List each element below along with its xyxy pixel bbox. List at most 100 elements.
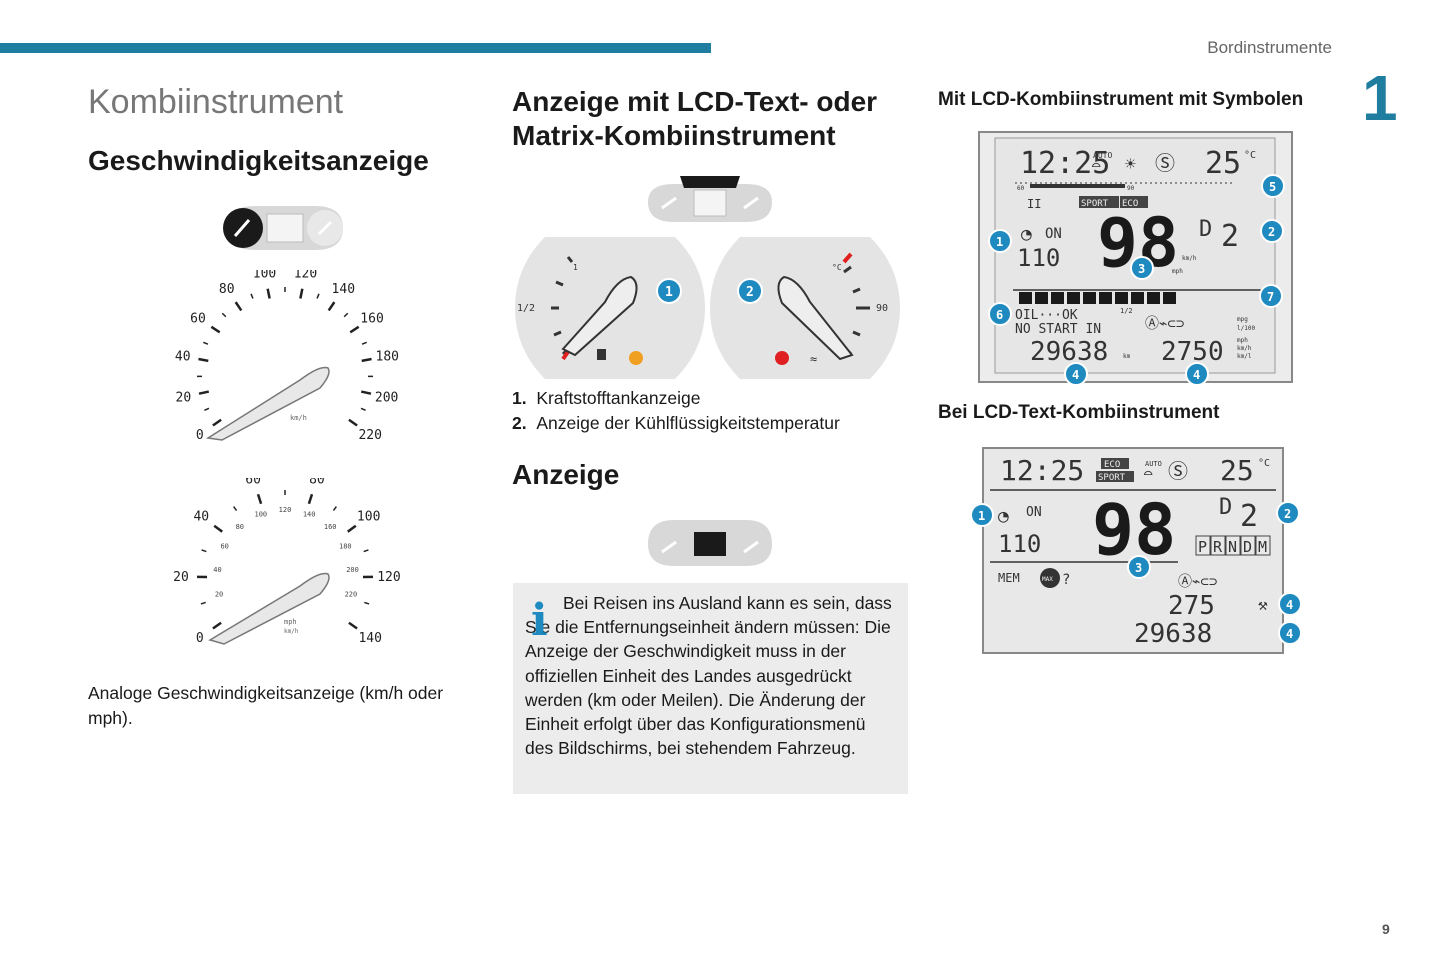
- svg-text:4: 4: [1286, 598, 1293, 612]
- lcd2-prnd-letter: D: [1243, 538, 1252, 556]
- info-box: Bei Reisen ins Ausland kann es sein, das…: [513, 583, 908, 794]
- lcd2-prnd-letter: N: [1228, 538, 1237, 556]
- lcd2-cruise-icon: ◔: [998, 506, 1009, 527]
- svg-text:3: 3: [1138, 262, 1145, 276]
- kmh-dial-tick: [210, 325, 221, 334]
- lcd1-trip: 2750: [1161, 337, 1224, 367]
- lcd2-max: MAX: [1042, 576, 1053, 583]
- lcd1-scale-left: 60: [1017, 185, 1025, 192]
- kmh-dial-minor-tick: [361, 341, 367, 345]
- svg-text:2: 2: [1268, 225, 1275, 239]
- mph-dial-minor-tick: [233, 506, 238, 512]
- lcd1-cruise-icon: ◔: [1021, 224, 1032, 245]
- mph-dial-minor-tick: [332, 506, 337, 512]
- gauge-legend: 1. Kraftstofftankanzeige 2. Anzeige der …: [512, 386, 840, 435]
- lcd2-clock: 12:25: [1000, 454, 1084, 487]
- lcd2-prnd-letter: R: [1213, 538, 1223, 556]
- kmh-dial-tick: [212, 418, 222, 427]
- lcd1-nostart: NO START IN: [1015, 322, 1101, 337]
- lcd1-fuel-bar-segment: [1019, 292, 1032, 304]
- lcd1-limit: 110: [1017, 244, 1060, 272]
- lcd2-auto: AUTO: [1145, 460, 1162, 468]
- mph-dial-inner-label: 200: [346, 566, 359, 574]
- mph-dial-minor-tick: [200, 601, 206, 605]
- fuel-mark-full: 1: [573, 263, 578, 272]
- fuel-needle: [561, 275, 638, 357]
- kmh-dial-tick: [198, 390, 210, 395]
- mph-dial-label: 120: [377, 570, 400, 585]
- svg-text:3: 3: [1135, 561, 1142, 575]
- mph-dial-tick: [347, 524, 357, 533]
- mph-dial-inner-label: 120: [279, 506, 292, 514]
- lcd1-auto: AUTO: [1093, 151, 1112, 160]
- kmh-dial-tick: [299, 288, 304, 299]
- mph-dial-tick: [307, 493, 314, 505]
- header-accent-bar: [0, 43, 711, 53]
- callout-2-label: 2: [746, 285, 754, 300]
- callout-2: [737, 278, 763, 304]
- svg-text:7: 7: [1267, 290, 1274, 304]
- lcd1-unit-kmh: km/h: [1237, 345, 1252, 352]
- lcd1-outside-temp: 25: [1205, 146, 1241, 181]
- lcd1-odometer: 29638: [1030, 337, 1108, 367]
- cluster-icon-top-display: [648, 176, 772, 222]
- lcd1-unit-l100: l/100: [1237, 325, 1255, 332]
- lcd2-prnd-box: [1225, 535, 1241, 556]
- lcd1-fuel-bar-segment: [1067, 292, 1080, 304]
- mph-dial-minor-tick: [201, 549, 207, 553]
- lcd1-fuel-bar-segment: [1163, 292, 1176, 304]
- lcd2-gear-num: 2: [1240, 499, 1258, 534]
- kmh-dial-minor-tick: [343, 312, 349, 318]
- svg-text:4: 4: [1193, 368, 1200, 382]
- svg-text:II: II: [1027, 197, 1041, 211]
- mph-dial-inner-label: 60: [220, 543, 228, 551]
- lcd2-limit: 110: [998, 530, 1041, 558]
- kmh-dial-label: 40: [175, 349, 191, 364]
- lcd1-unit-mpg: mpg: [1237, 316, 1248, 323]
- speedometer-kmh-dial: 0 20 40 60 80 100 120 140 160 180 200 220 km/h: [175, 270, 399, 443]
- mph-dial-label: 0: [196, 631, 204, 646]
- fuel-warning-light: [629, 351, 643, 365]
- lcd2-eco: ECO: [1104, 460, 1120, 470]
- coolant-icon: ≈: [810, 352, 817, 366]
- lcd1-fuel-bar-segment: [1147, 292, 1160, 304]
- heading-lcd-symbols: Mit LCD-Kombiinstrument mit Symbolen: [938, 89, 1304, 110]
- temp-mark-90: 90: [876, 303, 888, 314]
- temp-warning-light: [775, 351, 789, 365]
- kmh-dial-label: 140: [332, 282, 355, 297]
- speedometer-mph-dial: 0 20 40 60 80 100 120 140 20 40 60 80 100 120 140 160 1…: [173, 478, 401, 646]
- svg-text:1: 1: [978, 509, 985, 523]
- kmh-unit-label: km/h: [290, 414, 307, 422]
- lcd-cluster-symbols: 12:25 AUTO ⌓ ☀ Ⓢ 25 °C 60 90 SPORT ECO I…: [978, 131, 1293, 386]
- lcd1-sport: SPORT: [1081, 199, 1109, 209]
- temp-needle: [777, 275, 854, 361]
- kmh-dial-label: 160: [360, 311, 383, 326]
- mph-dial-label: 80: [309, 478, 325, 487]
- lcd2-service-icons: Ⓐ⌁⊂⊃: [1178, 574, 1217, 590]
- fuel-pump-icon: [597, 349, 606, 360]
- kmh-dial-minor-tick: [316, 293, 320, 299]
- lcd2-gear-letter: D: [1219, 495, 1232, 520]
- svg-text:4: 4: [1072, 368, 1079, 382]
- page-title: Kombiinstrument: [88, 83, 344, 121]
- cluster-icon-speedometer: [223, 206, 343, 250]
- kmh-dial-label: 20: [176, 390, 192, 405]
- kmh-dial-tick: [234, 301, 243, 312]
- lcd1-fuel-bar-segment: [1115, 292, 1128, 304]
- svg-text:6: 6: [996, 308, 1003, 322]
- lcd1-light-icon: ☀: [1125, 154, 1136, 175]
- lcd1-odo-unit: km: [1123, 353, 1131, 360]
- heading-lcd-text: Bei LCD-Text-Kombiinstrument: [938, 402, 1220, 423]
- fuel-mark-half: 1/2: [517, 303, 535, 314]
- callout-1-label: 1: [665, 285, 673, 300]
- svg-text:?: ?: [1062, 572, 1070, 588]
- lcd2-mem: MEM: [998, 571, 1020, 585]
- lcd1-service-icons: Ⓐ⌁⊂⊃: [1145, 316, 1184, 332]
- mph-dial-tick: [348, 621, 358, 630]
- section-label: Bordinstrumente: [1207, 38, 1332, 57]
- legend-item-2: 2. Anzeige der Kühlflüssigkeitstemperatu…: [512, 412, 840, 433]
- mph-dial-tick: [256, 493, 263, 505]
- lcd1-oil: OIL···OK: [1015, 308, 1078, 323]
- kmh-dial-ticks: [196, 287, 374, 427]
- speedometer-caption: Analoge Geschwindigkeitsanzeige (km/h od…: [88, 683, 444, 728]
